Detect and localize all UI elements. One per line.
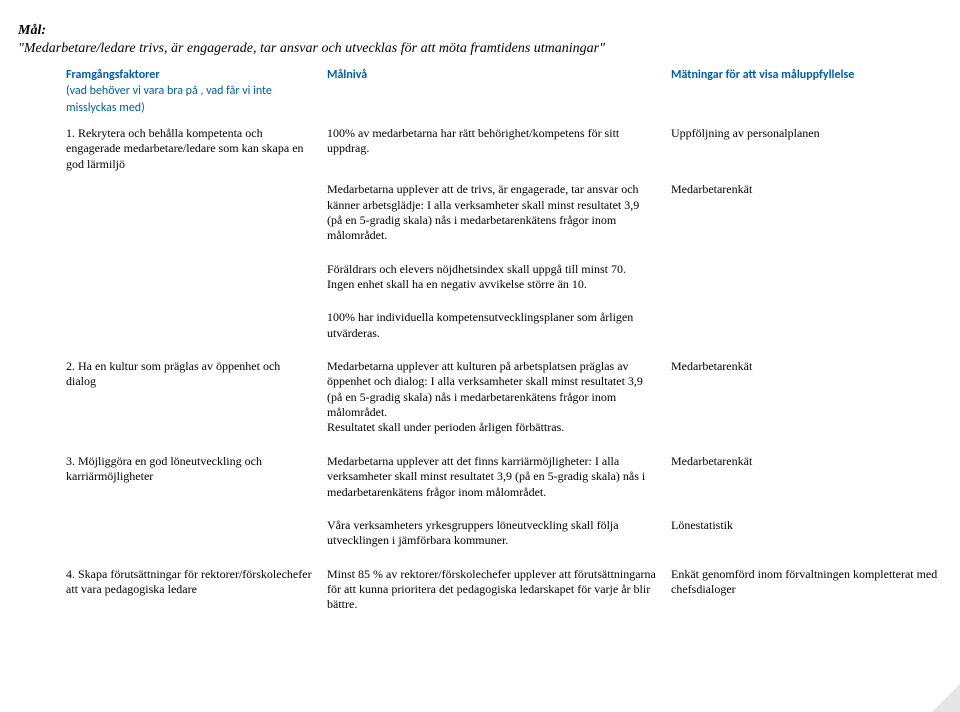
factor-2: 2. Ha en kultur som präglas av öppenhet … [18,359,313,444]
level-1-4: 100% har individuella kompetensutvecklin… [327,310,657,349]
goal-text: "Medarbetare/ledare trivs, är engagerade… [18,41,605,56]
goal-heading: Mål: "Medarbetare/ledare trivs, är engag… [18,22,942,57]
factor-4: 4. Skapa förutsättningar för rektorer/fö… [18,567,313,621]
level-1-1-text: 100% av medarbetarna har rätt behörighet… [327,126,657,157]
level-1-2-text: Medarbetarna upplever att de trivs, är e… [327,182,657,243]
factor-4-text: 4. Skapa förutsättningar för rektorer/fö… [66,567,312,596]
document-page: { "goal": { "label": "Mål:", "text": "\"… [0,0,960,712]
header-col1-sub: (vad behöver vi vara bra på , vad får vi… [66,84,272,114]
factor-3-text: 3. Möjliggöra en god löneutveckling och … [66,454,262,483]
level-3-1: Medarbetarna upplever att det finns karr… [327,454,657,508]
level-2-1: Medarbetarna upplever att kulturen på ar… [327,359,657,444]
header-col1: Framgångsfaktorer (vad behöver vi vara b… [18,67,313,116]
goal-label: Mål: [18,23,46,38]
factor-1-cont-2 [18,262,313,301]
measure-4-1-text: Enkät genomförd inom förvaltningen kompl… [671,567,937,596]
factor-3-cont-1 [18,518,313,557]
measure-1-1: Uppföljning av personalplanen [671,126,951,172]
measure-1-1-text: Uppföljning av personalplanen [671,126,820,140]
level-1-2: Medarbetarna upplever att de trivs, är e… [327,182,657,251]
measure-1-3 [671,262,951,301]
factor-1-cont-1 [18,182,313,251]
level-2-1-text: Medarbetarna upplever att kulturen på ar… [327,359,657,436]
level-1-1: 100% av medarbetarna har rätt behörighet… [327,126,657,172]
measure-4-1: Enkät genomförd inom förvaltningen kompl… [671,567,951,621]
factor-1: 1. Rekrytera och behålla kompetenta och … [18,126,313,172]
level-4-1: Minst 85 % av rektorer/förskolechefer up… [327,567,657,621]
measure-1-2-text: Medarbetarenkät [671,182,752,196]
header-col2: Målnivå [327,67,657,116]
factor-2-text: 2. Ha en kultur som präglas av öppenhet … [66,359,280,388]
measure-1-2: Medarbetarenkät [671,182,951,251]
header-col2-title: Målnivå [327,68,367,82]
level-3-2: Våra verksamheters yrkesgruppers löneutv… [327,518,657,557]
level-4-1-text: Minst 85 % av rektorer/förskolechefer up… [327,567,657,613]
measure-3-1-text: Medarbetarenkät [671,454,752,468]
measure-2-1: Medarbetarenkät [671,359,951,444]
level-3-1-text: Medarbetarna upplever att det finns karr… [327,454,657,500]
header-col3: Mätningar för att visa måluppfyllelse [671,67,951,116]
measure-3-2: Lönestatistik [671,518,951,557]
header-col1-title: Framgångsfaktorer [66,68,160,82]
level-1-3-text: Föräldrars och elevers nöjdhetsindex ska… [327,262,657,293]
page-corner-fold-icon [932,684,960,712]
factor-3: 3. Möjliggöra en god löneutveckling och … [18,454,313,508]
measure-2-1-text: Medarbetarenkät [671,359,752,373]
measure-1-4 [671,310,951,349]
factor-1-cont-3 [18,310,313,349]
level-1-3: Föräldrars och elevers nöjdhetsindex ska… [327,262,657,301]
level-1-4-text: 100% har individuella kompetensutvecklin… [327,310,657,341]
measure-3-2-text: Lönestatistik [671,518,733,532]
factor-1-text: 1. Rekrytera och behålla kompetenta och … [66,126,304,171]
measure-3-1: Medarbetarenkät [671,454,951,508]
header-col3-title: Mätningar för att visa måluppfyllelse [671,68,854,82]
level-3-2-text: Våra verksamheters yrkesgruppers löneutv… [327,518,657,549]
main-table: Framgångsfaktorer (vad behöver vi vara b… [18,67,942,631]
